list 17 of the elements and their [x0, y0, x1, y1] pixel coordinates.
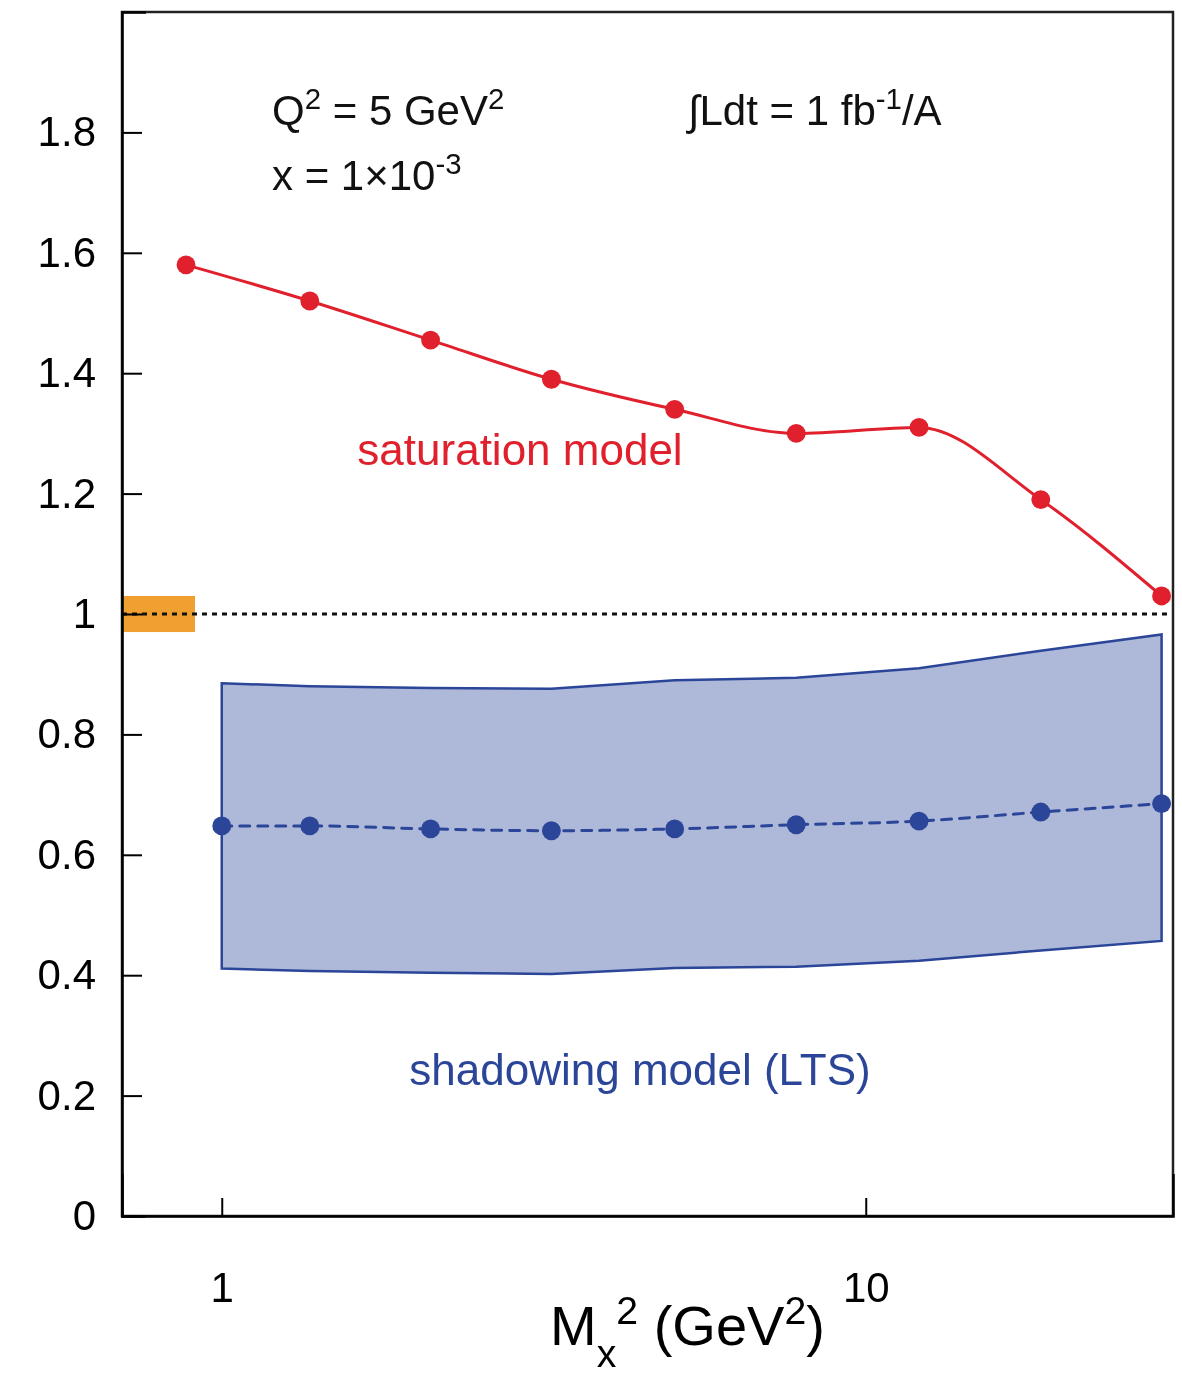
x-tick-label: 10 — [842, 1263, 890, 1311]
y-tick-label: 1.6 — [37, 228, 96, 276]
annotation: x = 1×10$^{-3}$ — [272, 146, 462, 199]
y-tick-label: 0.2 — [37, 1071, 96, 1119]
series-label: saturation model — [357, 425, 683, 474]
annotation: Q$^{2}$ = 5 GeV$^{2}$ — [272, 81, 505, 134]
y-tick-label: 1.4 — [37, 349, 96, 397]
x-axis-title: M$_{x}$$^{2}$ (GeV$^{2}$) — [550, 1288, 825, 1373]
y-tick-label: 1 — [72, 589, 96, 637]
y-tick-label: 1.2 — [37, 469, 96, 517]
y-tick-label: 0.6 — [37, 830, 96, 878]
y-tick-label: 0 — [72, 1191, 96, 1239]
text: shadowing model (LTS) — [409, 1045, 871, 1094]
y-tick-label: 1.8 — [37, 108, 96, 156]
annotation: ∫Ldt = 1 fb$^{-1}$/A — [686, 81, 942, 134]
y-tick-label: 0.4 — [37, 951, 96, 999]
y-tick-label: 0.8 — [37, 710, 96, 758]
